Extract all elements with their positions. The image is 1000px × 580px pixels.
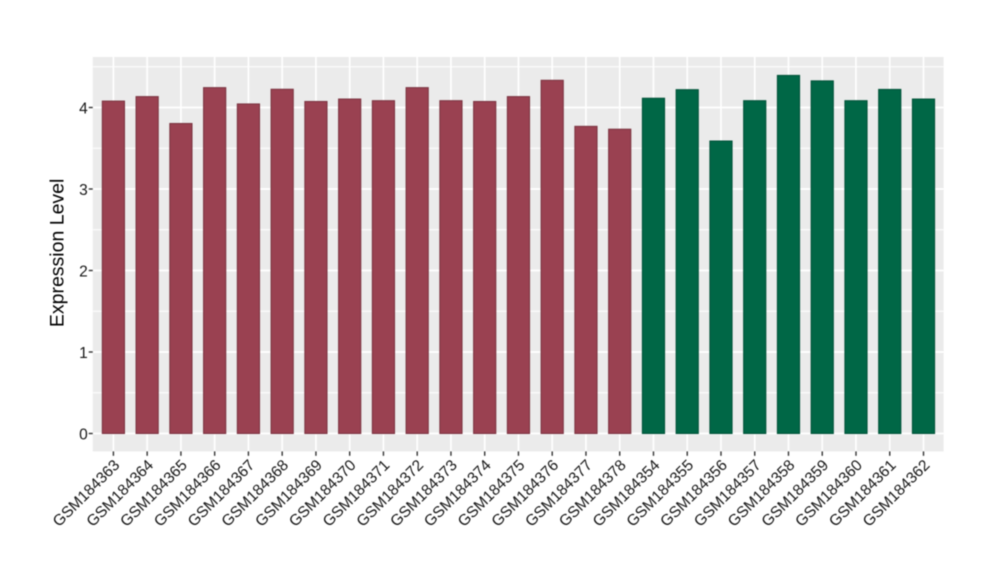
svg-text:1: 1 xyxy=(79,345,88,362)
svg-text:2: 2 xyxy=(79,264,88,281)
svg-text:3: 3 xyxy=(79,182,88,199)
svg-text:0: 0 xyxy=(79,427,88,444)
svg-text:Expression Level: Expression Level xyxy=(47,179,69,328)
svg-text:4: 4 xyxy=(79,101,88,118)
